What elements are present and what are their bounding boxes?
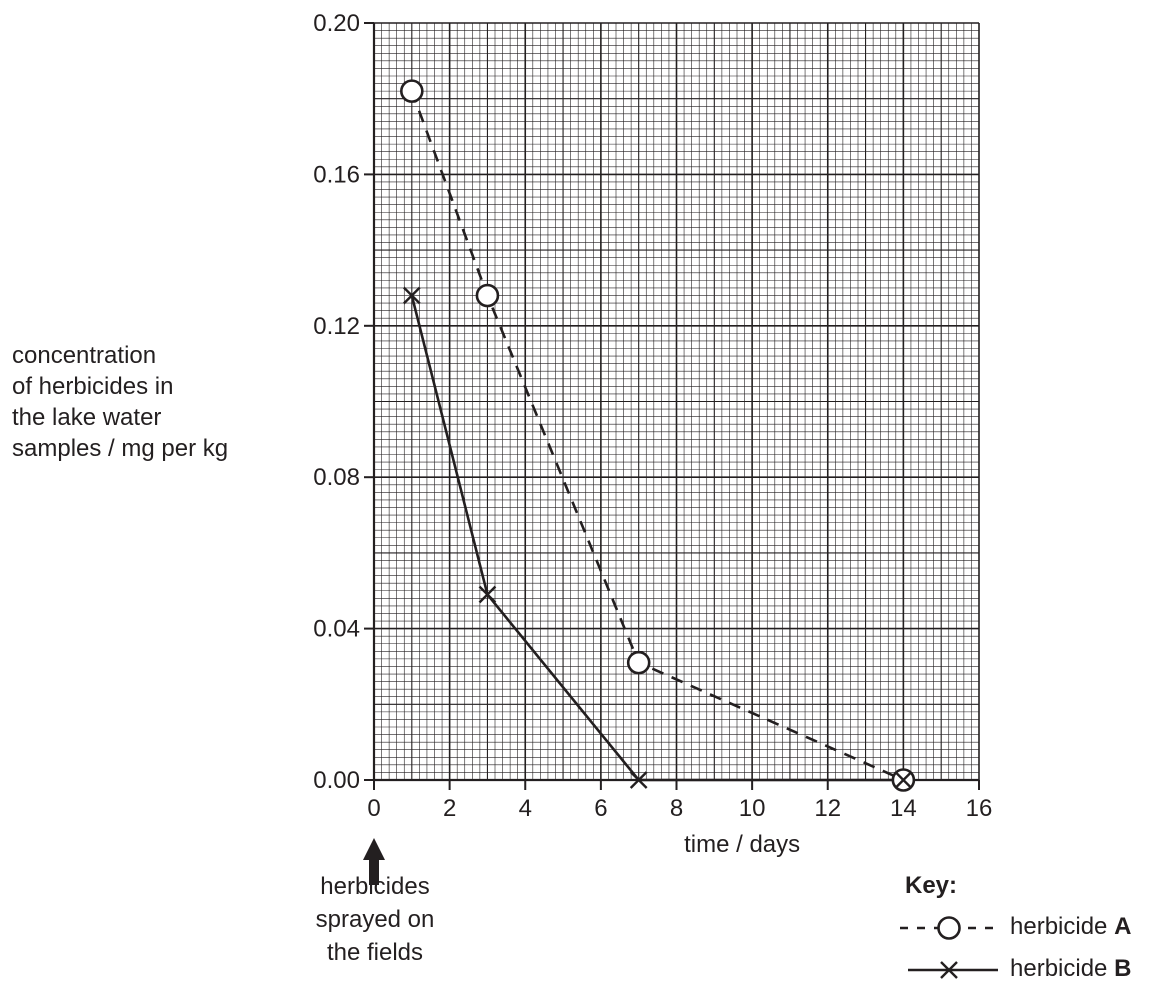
cross-stroke xyxy=(940,961,958,979)
x-tick-label: 10 xyxy=(739,795,766,822)
data-point-circle xyxy=(626,650,651,675)
x-axis-label: time / days xyxy=(684,831,800,858)
cross-stroke xyxy=(402,286,421,305)
x-tick-label: 14 xyxy=(890,795,917,822)
y-axis-label-line: the lake water xyxy=(12,404,162,431)
cross-stroke xyxy=(478,585,497,604)
x-tick-label: 4 xyxy=(519,795,532,822)
arrow-shaft xyxy=(369,859,379,885)
data-point-cross xyxy=(478,585,497,604)
y-tick-label: 0.00 xyxy=(313,767,360,794)
legend-sample-cross xyxy=(940,961,958,979)
grid-major-lines xyxy=(373,22,980,781)
spray-annotation: herbicides sprayed on the fields xyxy=(285,870,465,969)
legend-letter: B xyxy=(1114,955,1132,982)
y-tick-label: 0.08 xyxy=(313,464,360,491)
cross-stroke xyxy=(629,771,648,789)
data-point-cross xyxy=(629,771,648,789)
legend-item-a: herbicide A xyxy=(1010,913,1131,941)
x-tick-label: 16 xyxy=(966,795,993,822)
y-axis-label-line: samples / mg per kg xyxy=(12,435,229,462)
x-tick-label: 12 xyxy=(814,795,841,822)
y-axis-label: concentration of herbicides in the lake … xyxy=(12,340,228,464)
annotation-line: the fields xyxy=(326,939,424,966)
y-tick-label: 0.04 xyxy=(313,616,360,643)
legend-item-b: herbicide B xyxy=(1010,955,1131,983)
legend-title: Key: xyxy=(905,872,958,899)
data-point-circle xyxy=(400,79,424,103)
y-axis-label-line: of herbicides in xyxy=(12,373,174,400)
tick-labels: 0 2 4 6 8 10 12 14 16 0.00 0.04 0.08 0.12 0.16 0.20 tim… xyxy=(313,10,992,858)
legend-label: herbicide xyxy=(1010,913,1108,940)
y-tick-label: 0.16 xyxy=(313,161,360,188)
annotation-line: sprayed on xyxy=(315,906,435,933)
series-line-herbicide-a xyxy=(410,90,904,782)
legend-label: herbicide xyxy=(1010,955,1108,982)
x-tick-label: 0 xyxy=(367,795,380,822)
data-markers xyxy=(400,79,916,792)
x-tick-label: 6 xyxy=(594,795,607,822)
series-lines xyxy=(410,90,904,782)
data-point-circle xyxy=(475,283,500,308)
annotation-line: herbicides xyxy=(320,873,430,900)
data-point-cross xyxy=(894,771,913,789)
y-tick-label: 0.12 xyxy=(313,313,360,340)
legend-sample-circle xyxy=(937,916,961,940)
annotation-arrow xyxy=(363,838,385,885)
cross-stroke xyxy=(894,771,913,789)
data-point-cross xyxy=(402,286,421,305)
legend-samples xyxy=(900,916,998,979)
arrow-head xyxy=(363,838,385,860)
y-axis-label-line: concentration xyxy=(12,342,157,369)
x-tick-label: 8 xyxy=(670,795,683,822)
y-tick-label: 0.20 xyxy=(313,10,360,37)
series-line-herbicide-b xyxy=(410,295,904,782)
x-tick-label: 2 xyxy=(443,795,456,822)
legend-letter: A xyxy=(1114,913,1132,940)
